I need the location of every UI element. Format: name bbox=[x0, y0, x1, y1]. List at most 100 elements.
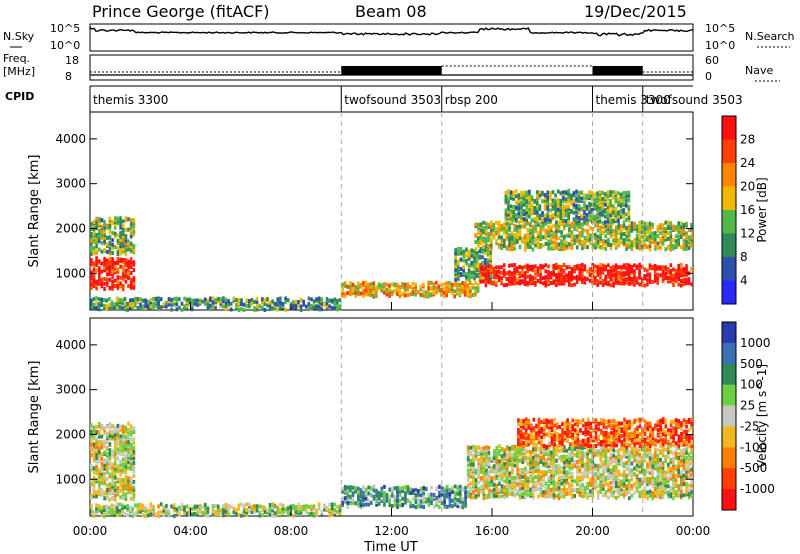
heatmap-cell bbox=[495, 490, 499, 495]
heatmap-cell bbox=[119, 495, 122, 500]
heatmap-cell bbox=[620, 479, 623, 484]
heatmap-cell bbox=[129, 458, 133, 463]
heatmap-cell bbox=[511, 470, 514, 475]
heatmap-cell bbox=[659, 237, 662, 242]
heatmap-cell bbox=[457, 247, 460, 251]
heatmap-cell bbox=[284, 307, 287, 312]
heatmap-cell bbox=[537, 454, 540, 458]
heatmap-cell bbox=[586, 474, 589, 479]
heatmap-cell bbox=[547, 484, 550, 489]
heatmap-cell bbox=[589, 477, 592, 482]
heatmap-cell bbox=[482, 228, 485, 233]
heatmap-cell bbox=[638, 235, 641, 240]
heatmap-cell bbox=[147, 513, 150, 518]
heatmap-cell bbox=[575, 210, 578, 215]
heatmap-cell bbox=[281, 508, 285, 513]
heatmap-cell bbox=[113, 493, 117, 498]
heatmap-cell bbox=[549, 220, 552, 225]
heatmap-cell bbox=[617, 199, 620, 204]
heatmap-cell bbox=[503, 456, 506, 461]
heatmap-cell bbox=[500, 238, 503, 243]
heatmap-cell bbox=[549, 233, 553, 238]
heatmap-cell bbox=[438, 497, 441, 502]
heatmap-cell bbox=[669, 269, 673, 274]
heatmap-cell bbox=[100, 468, 104, 473]
heatmap-cell bbox=[612, 281, 615, 286]
heatmap-cell bbox=[92, 509, 96, 514]
heatmap-cell bbox=[116, 269, 120, 274]
heatmap-cell bbox=[414, 292, 417, 297]
heatmap-cell bbox=[617, 243, 621, 248]
heatmap-cell bbox=[495, 483, 499, 488]
heatmap-cell bbox=[510, 231, 514, 236]
heatmap-cell bbox=[139, 506, 142, 511]
heatmap-cell bbox=[108, 506, 111, 511]
heatmap-cell bbox=[95, 250, 98, 255]
heatmap-cell bbox=[565, 480, 569, 485]
heatmap-cell bbox=[113, 245, 117, 249]
heatmap-cell bbox=[648, 234, 652, 239]
heatmap-cell bbox=[118, 502, 122, 507]
heatmap-cell bbox=[539, 272, 542, 276]
heatmap-cell bbox=[343, 489, 347, 493]
heatmap-cell bbox=[542, 469, 545, 474]
heatmap-cell bbox=[492, 269, 496, 274]
heatmap-cell bbox=[211, 303, 215, 308]
heatmap-cell bbox=[108, 259, 112, 264]
heatmap-cell bbox=[622, 241, 626, 246]
heatmap-cell bbox=[461, 286, 464, 291]
heatmap-cell bbox=[219, 304, 223, 308]
heatmap-cell bbox=[653, 266, 657, 271]
heatmap-cell bbox=[661, 240, 665, 245]
heatmap-cell bbox=[601, 200, 604, 205]
heatmap-cell bbox=[159, 297, 163, 302]
heatmap-cell bbox=[248, 303, 251, 308]
heatmap-cell bbox=[612, 229, 615, 233]
heatmap-cell bbox=[622, 214, 625, 219]
heatmap-cell bbox=[98, 239, 101, 244]
heatmap-cell bbox=[588, 272, 592, 277]
heatmap-cell bbox=[576, 448, 579, 453]
heatmap-cell bbox=[106, 262, 109, 267]
heatmap-cell bbox=[609, 444, 613, 449]
heatmap-cell bbox=[474, 454, 478, 459]
heatmap-cell bbox=[567, 192, 570, 197]
heatmap-cell bbox=[443, 487, 446, 492]
heatmap-cell bbox=[477, 445, 480, 450]
heatmap-cell bbox=[680, 262, 683, 267]
heatmap-cell bbox=[351, 288, 355, 293]
heatmap-cell bbox=[459, 504, 462, 509]
heatmap-cell bbox=[591, 465, 595, 470]
heatmap-cell bbox=[475, 251, 479, 256]
heatmap-cell bbox=[92, 272, 96, 277]
heatmap-cell bbox=[98, 429, 101, 434]
heatmap-cell bbox=[633, 446, 636, 451]
heatmap-cell bbox=[469, 474, 473, 479]
heatmap-cell bbox=[255, 504, 259, 509]
heatmap-cell bbox=[509, 196, 513, 201]
heatmap-cell bbox=[469, 494, 473, 499]
heatmap-cell bbox=[508, 487, 512, 492]
heatmap-cell bbox=[530, 195, 534, 200]
heatmap-cell bbox=[495, 241, 498, 246]
heatmap-cell bbox=[118, 300, 122, 305]
heatmap-cell bbox=[359, 490, 363, 495]
heatmap-cell bbox=[502, 283, 506, 288]
heatmap-cell bbox=[622, 461, 626, 466]
heatmap-cell bbox=[103, 286, 106, 291]
heatmap-cell bbox=[406, 488, 410, 493]
heatmap-cell bbox=[549, 281, 553, 285]
heatmap-cell bbox=[551, 204, 555, 209]
heatmap-cell bbox=[556, 211, 560, 215]
heatmap-cell bbox=[261, 513, 264, 518]
heatmap-cell bbox=[555, 262, 558, 267]
heatmap-cell bbox=[245, 304, 248, 308]
heatmap-cell bbox=[485, 494, 488, 498]
heatmap-cell bbox=[596, 199, 599, 204]
heatmap-cell bbox=[507, 204, 510, 209]
heatmap-cell bbox=[495, 463, 499, 468]
heatmap-cell bbox=[132, 248, 136, 253]
heatmap-cell bbox=[504, 190, 508, 195]
heatmap-cell bbox=[607, 224, 610, 229]
heatmap-cell bbox=[495, 265, 498, 270]
